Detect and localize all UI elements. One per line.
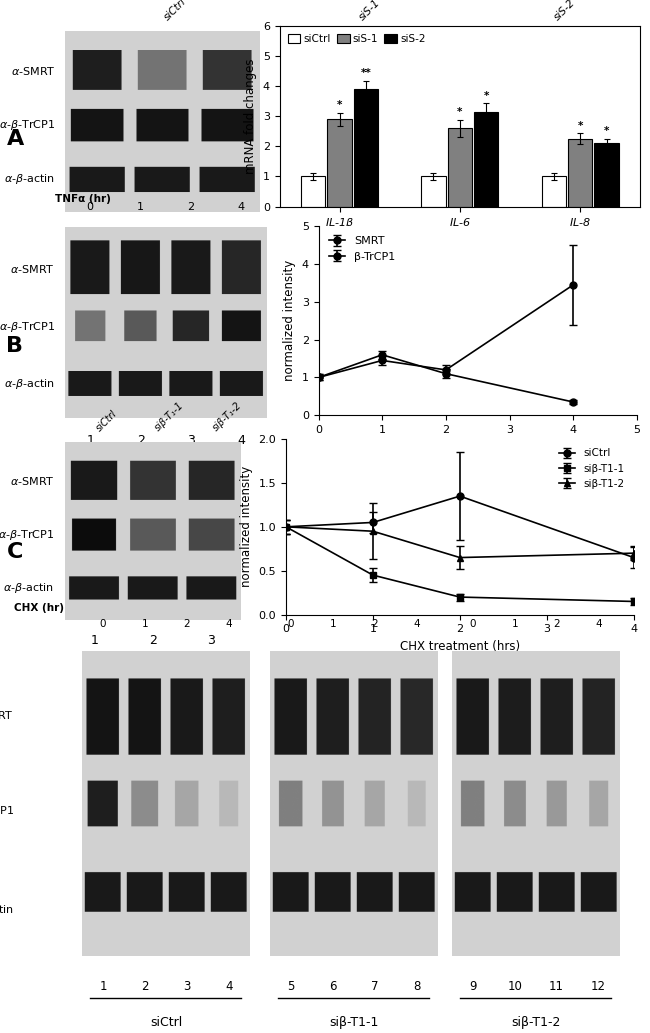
Text: siCtrl: siCtrl [150, 1016, 182, 1030]
Legend: SMRT, β-TrCP1: SMRT, β-TrCP1 [324, 231, 400, 267]
Text: *: * [604, 126, 609, 136]
Text: siS-1: siS-1 [358, 0, 382, 22]
X-axis label: CHX treatment (hrs): CHX treatment (hrs) [400, 639, 520, 653]
Text: 2: 2 [149, 634, 157, 647]
Text: A: A [6, 129, 24, 149]
Text: 1: 1 [142, 620, 148, 629]
Y-axis label: normalized intensity: normalized intensity [283, 260, 296, 381]
Text: 4: 4 [225, 980, 233, 993]
Y-axis label: normalized intensity: normalized intensity [240, 466, 253, 588]
Text: $\alpha$-$\beta$-actin: $\alpha$-$\beta$-actin [3, 581, 55, 595]
Text: 1: 1 [90, 634, 98, 647]
Text: 11: 11 [549, 980, 564, 993]
Text: $\alpha$-$\beta$-actin: $\alpha$-$\beta$-actin [4, 377, 55, 390]
Text: **: ** [361, 68, 371, 79]
Text: $\alpha$-SMRT: $\alpha$-SMRT [10, 475, 55, 488]
Legend: siCtrl, siS-1, siS-2: siCtrl, siS-1, siS-2 [285, 31, 429, 48]
Text: 2: 2 [159, 226, 166, 240]
Text: 0: 0 [287, 620, 294, 629]
Text: 4: 4 [413, 620, 420, 629]
Text: 0: 0 [100, 620, 107, 629]
Text: 6: 6 [329, 980, 337, 993]
Text: $\alpha$-$\beta$-actin: $\alpha$-$\beta$-actin [0, 903, 14, 916]
Bar [301, 177, 326, 207]
Bar [568, 138, 592, 207]
Text: 8: 8 [413, 980, 421, 993]
Text: 1: 1 [137, 202, 144, 212]
Bar [328, 119, 352, 207]
Bar [594, 144, 619, 207]
Bar [474, 112, 499, 207]
Text: 3: 3 [187, 434, 195, 446]
Text: $\alpha$-$\beta$-TrCP1: $\alpha$-$\beta$-TrCP1 [0, 319, 55, 334]
Text: 0: 0 [86, 202, 94, 212]
Y-axis label: mRNA fold changes: mRNA fold changes [244, 59, 257, 174]
Text: 3: 3 [224, 226, 231, 240]
Text: CHX (hr): CHX (hr) [14, 603, 64, 614]
Text: 2: 2 [183, 620, 190, 629]
Text: 3: 3 [183, 980, 190, 993]
Text: $\alpha$-$\beta$-TrCP1: $\alpha$-$\beta$-TrCP1 [0, 118, 55, 132]
Bar [354, 89, 378, 207]
Text: 9: 9 [469, 980, 476, 993]
Text: siS-2: siS-2 [552, 0, 577, 22]
Text: siβ-T₁-2: siβ-T₁-2 [211, 401, 244, 433]
Text: 2: 2 [371, 620, 378, 629]
Text: 1: 1 [330, 620, 336, 629]
Text: TNFα (hr): TNFα (hr) [55, 194, 110, 205]
Text: siCtrl: siCtrl [162, 0, 188, 22]
Text: 3: 3 [207, 634, 215, 647]
Text: 4: 4 [238, 202, 245, 212]
Text: $\alpha$-$\beta$-TrCP1: $\alpha$-$\beta$-TrCP1 [0, 528, 55, 541]
Text: 1: 1 [512, 620, 518, 629]
Text: $\alpha$-$\beta$-actin: $\alpha$-$\beta$-actin [5, 173, 55, 186]
Bar [448, 128, 472, 207]
Text: 0: 0 [469, 620, 476, 629]
Text: 2: 2 [141, 980, 149, 993]
Text: $\alpha$-SMRT: $\alpha$-SMRT [10, 65, 55, 76]
Text: $\alpha$-$\beta$-TrCP1: $\alpha$-$\beta$-TrCP1 [0, 804, 14, 818]
Text: *: * [484, 91, 489, 101]
Text: 10: 10 [507, 980, 522, 993]
Text: *: * [337, 100, 343, 111]
Text: 2: 2 [187, 202, 194, 212]
X-axis label: TNFα treatment (hrs): TNFα treatment (hrs) [415, 440, 541, 453]
Text: siβ-T1-2: siβ-T1-2 [511, 1016, 560, 1030]
Text: $\alpha$-SMRT: $\alpha$-SMRT [10, 263, 55, 276]
Text: 2: 2 [553, 620, 560, 629]
Text: siβ-T₁-1: siβ-T₁-1 [153, 401, 186, 433]
Text: B: B [6, 336, 23, 355]
Text: 2: 2 [136, 434, 144, 446]
Text: *: * [577, 121, 583, 131]
Text: 5: 5 [287, 980, 294, 993]
Text: $\alpha$-SMRT: $\alpha$-SMRT [0, 710, 14, 721]
Bar [541, 177, 566, 207]
Text: *: * [457, 107, 463, 118]
Text: C: C [6, 542, 23, 562]
Text: 4: 4 [226, 620, 232, 629]
Text: 4: 4 [237, 434, 245, 446]
Text: siCtrl: siCtrl [94, 408, 119, 433]
Legend: siCtrl, siβ-T1-1, siβ-T1-2: siCtrl, siβ-T1-1, siβ-T1-2 [555, 444, 629, 493]
Text: 1: 1 [99, 980, 107, 993]
Text: 12: 12 [591, 980, 606, 993]
Text: 1: 1 [86, 434, 94, 446]
Text: 1: 1 [94, 226, 101, 240]
Bar [421, 177, 446, 207]
Text: 4: 4 [595, 620, 602, 629]
Text: 7: 7 [371, 980, 378, 993]
Text: siβ-T1-1: siβ-T1-1 [329, 1016, 378, 1030]
